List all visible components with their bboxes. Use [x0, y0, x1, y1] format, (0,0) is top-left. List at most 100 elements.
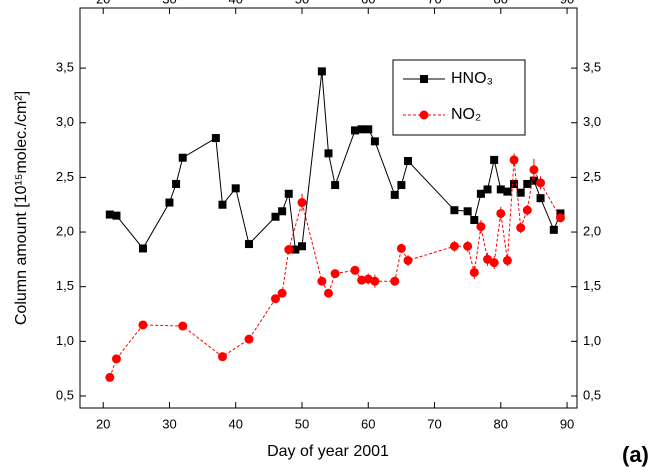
data-point [516, 223, 526, 233]
y-tick-label: 2,5 [56, 169, 74, 184]
x-tick-label: 80 [494, 416, 508, 431]
data-point [231, 184, 240, 193]
y-tick-label: 0,5 [56, 387, 74, 402]
data-point [138, 320, 148, 330]
legend-marker [420, 75, 428, 83]
x-top-tick-label: 90 [560, 0, 574, 6]
data-point [217, 352, 227, 362]
data-point [270, 294, 280, 304]
legend-marker [419, 110, 429, 120]
x-tick-label: 90 [560, 416, 574, 431]
data-point [555, 213, 565, 223]
y-tick-label: 3,5 [56, 60, 74, 75]
x-top-tick-label: 50 [295, 0, 309, 6]
data-point [370, 137, 379, 146]
data-point [463, 207, 472, 216]
data-point [357, 275, 367, 285]
data-point [396, 243, 406, 253]
data-point [404, 157, 413, 166]
data-point [178, 321, 188, 331]
y-tick-label: 3,0 [56, 114, 74, 129]
x-top-tick-label: 20 [96, 0, 110, 6]
data-point [218, 200, 227, 209]
y-tick-label-right: 2,5 [583, 169, 601, 184]
data-point [476, 222, 486, 232]
x-top-tick-label: 30 [162, 0, 176, 6]
data-point [324, 149, 333, 158]
x-top-tick-label: 40 [228, 0, 242, 6]
data-point [138, 244, 147, 253]
data-point [112, 211, 121, 220]
x-top-tick-label: 70 [427, 0, 441, 6]
y-tick-label-right: 1,5 [583, 278, 601, 293]
data-point [297, 198, 307, 208]
data-point [297, 242, 306, 251]
plot-frame [79, 7, 578, 409]
data-point [111, 354, 121, 364]
data-point [469, 267, 479, 277]
legend-box [392, 59, 526, 136]
data-point [244, 334, 254, 344]
x-tick-label: 70 [427, 416, 441, 431]
data-point [549, 225, 558, 234]
data-point [470, 216, 479, 225]
legend-label: NO₂ [451, 106, 481, 123]
y-axis-label: Column amount [10¹⁵molec./cm²] [13, 91, 30, 325]
data-point [330, 269, 340, 279]
data-point [503, 187, 512, 196]
data-point [496, 185, 505, 194]
data-point [317, 276, 327, 286]
data-point [284, 189, 293, 198]
data-point [403, 255, 413, 265]
data-point [105, 210, 114, 219]
data-point [496, 208, 506, 218]
data-point [536, 194, 545, 203]
legend-label: HNO₃ [451, 70, 493, 87]
data-point [502, 255, 512, 265]
data-point [178, 153, 187, 162]
data-point [364, 125, 373, 134]
y-tick-label-right: 0,5 [583, 387, 601, 402]
data-point [244, 240, 253, 249]
data-point [165, 198, 174, 207]
y-tick-label: 1,5 [56, 278, 74, 293]
data-point [172, 179, 181, 188]
x-tick-label: 60 [361, 416, 375, 431]
data-point [483, 185, 492, 194]
data-point [450, 206, 459, 215]
y-tick-label: 1,0 [56, 333, 74, 348]
y-tick-label-right: 3,5 [583, 60, 601, 75]
data-point [211, 134, 220, 143]
data-point [351, 126, 360, 135]
data-point [105, 372, 115, 382]
data-point [317, 67, 326, 76]
data-point [271, 212, 280, 221]
data-point [397, 181, 406, 190]
data-point [277, 288, 287, 298]
data-point [284, 245, 294, 255]
data-point [476, 189, 485, 198]
data-point [489, 258, 499, 268]
series-line [109, 159, 561, 378]
data-point [390, 276, 400, 286]
data-point [490, 155, 499, 164]
data-point [536, 178, 546, 188]
data-point [390, 190, 399, 199]
y-tick-label-right: 1,0 [583, 333, 601, 348]
x-top-tick-label: 60 [361, 0, 375, 6]
data-point [331, 181, 340, 190]
data-point [509, 155, 519, 165]
data-point [278, 207, 287, 216]
y-tick-label: 2,0 [56, 223, 74, 238]
data-point [291, 245, 300, 254]
data-point [357, 125, 366, 134]
x-tick-label: 40 [228, 416, 242, 431]
panel-label: (a) [622, 442, 649, 467]
data-point [350, 265, 360, 275]
data-point [449, 241, 459, 251]
x-top-tick-label: 80 [494, 0, 508, 6]
data-point [324, 288, 333, 298]
data-point [529, 165, 539, 175]
y-tick-label-right: 2,0 [583, 223, 601, 238]
